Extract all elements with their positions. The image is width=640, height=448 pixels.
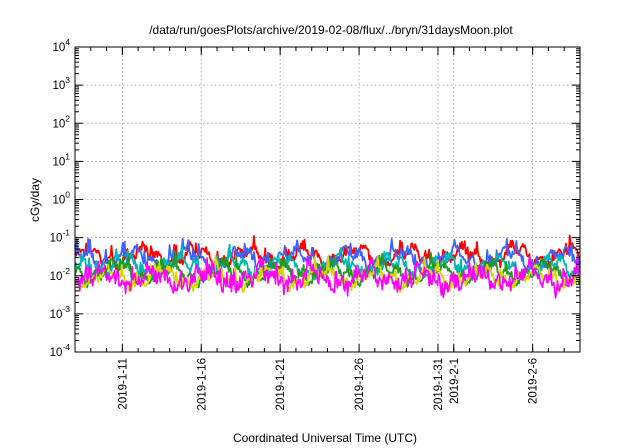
y-tick-label: 100 [52,190,70,207]
tick-layer: 10-4 10-3 10-2 10-1 100 101 102 103 104 2019-1-11… [50,37,581,410]
y-tick-label: 10-3 [50,304,71,321]
chart-title: /data/run/goesPlots/archive/2019-02-08/f… [149,23,513,37]
x-tick-label: 2019-1-26 [354,358,366,410]
x-tick-label: 2019-2-6 [528,358,540,404]
y-tick-label: 104 [52,37,70,54]
x-tick-label: 2019-1-31 [433,358,445,410]
x-tick-label: 2019-1-16 [196,358,208,410]
y-tick-label: 10-4 [50,342,71,359]
y-tick-label: 10-2 [50,266,71,283]
y-tick-label: 101 [52,151,70,168]
y-tick-label: 102 [52,113,70,130]
x-axis-label: Coordinated Universal Time (UTC) [233,431,417,445]
series-line [74,255,581,299]
x-tick-label: 2019-1-21 [275,358,287,410]
series-layer [74,234,581,299]
y-axis-label: cGy/day [28,178,42,222]
x-tick-label: 2019-2-1 [449,358,461,404]
y-tick-label: 103 [52,75,70,92]
x-tick-label: 2019-1-11 [117,358,129,410]
y-tick-label: 10-1 [50,228,71,245]
grid-layer [75,47,580,352]
